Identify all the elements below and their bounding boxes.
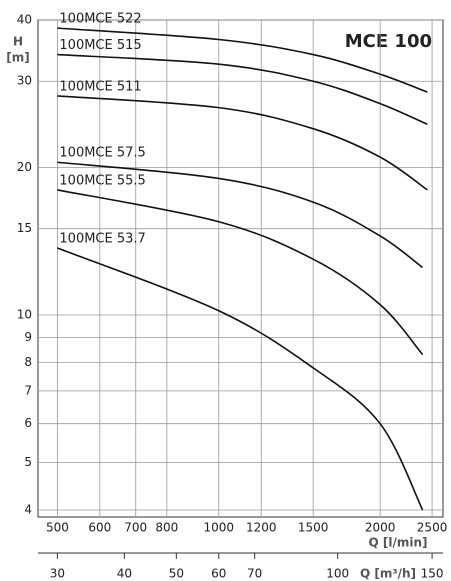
- y-tick-label: 10: [17, 307, 32, 321]
- curve-label: 100MCE 522: [59, 12, 141, 27]
- x2-tick-label: 50: [169, 567, 184, 581]
- x-tick-label: 500: [46, 521, 69, 535]
- curve-label: 100MCE 511: [59, 79, 141, 94]
- y-tick-label: 6: [24, 416, 32, 430]
- curve-label: 100MCE 57.5: [59, 146, 145, 161]
- pump-curve: [57, 95, 428, 191]
- x2-tick-label: 60: [211, 567, 226, 581]
- y-tick-label: 8: [24, 355, 32, 369]
- y-tick-label: 30: [17, 74, 32, 88]
- x-tick-label: 700: [124, 521, 147, 535]
- x-tick-label: 800: [155, 521, 178, 535]
- x2-tick-label: 70: [247, 567, 262, 581]
- y-tick-label: 9: [24, 330, 32, 344]
- x-tick-label: 2500: [417, 521, 448, 535]
- x-axis-label: Q [l/min]: [368, 536, 427, 550]
- curve-label: 100MCE 515: [59, 38, 141, 53]
- x-tick-label: 1200: [246, 521, 277, 535]
- curve-label: 100MCE 55.5: [59, 173, 145, 188]
- pump-curve: [57, 53, 428, 126]
- x-tick-label: 2000: [365, 521, 396, 535]
- x2-tick-label: 30: [50, 567, 65, 581]
- x2-axis-label: Q [m³/h]: [360, 567, 416, 581]
- y-tick-label: 40: [17, 13, 32, 27]
- pump-curve: [57, 161, 424, 269]
- y-tick-label: 4: [24, 502, 32, 516]
- x-tick-label: 600: [88, 521, 111, 535]
- pump-curve: [57, 189, 424, 356]
- x-tick-label: 1500: [298, 521, 329, 535]
- x2-tick-label: 40: [117, 567, 132, 581]
- pump-curve: [57, 247, 424, 511]
- plot-frame: [37, 19, 444, 518]
- curve-label: 100MCE 53.7: [59, 232, 145, 247]
- y-axis-label: H: [13, 35, 23, 49]
- y-axis-unit: [m]: [6, 51, 29, 65]
- pump-curve: [57, 27, 428, 93]
- x-tick-label: 1000: [204, 521, 235, 535]
- x2-tick-label: 100: [326, 567, 349, 581]
- x2-tick-label: 150: [421, 567, 444, 581]
- y-tick-label: 5: [24, 455, 32, 469]
- chart-title: MCE 100: [345, 31, 432, 52]
- y-tick-label: 20: [17, 160, 32, 174]
- y-tick-label: 7: [24, 383, 32, 397]
- y-tick-label: 15: [17, 221, 32, 235]
